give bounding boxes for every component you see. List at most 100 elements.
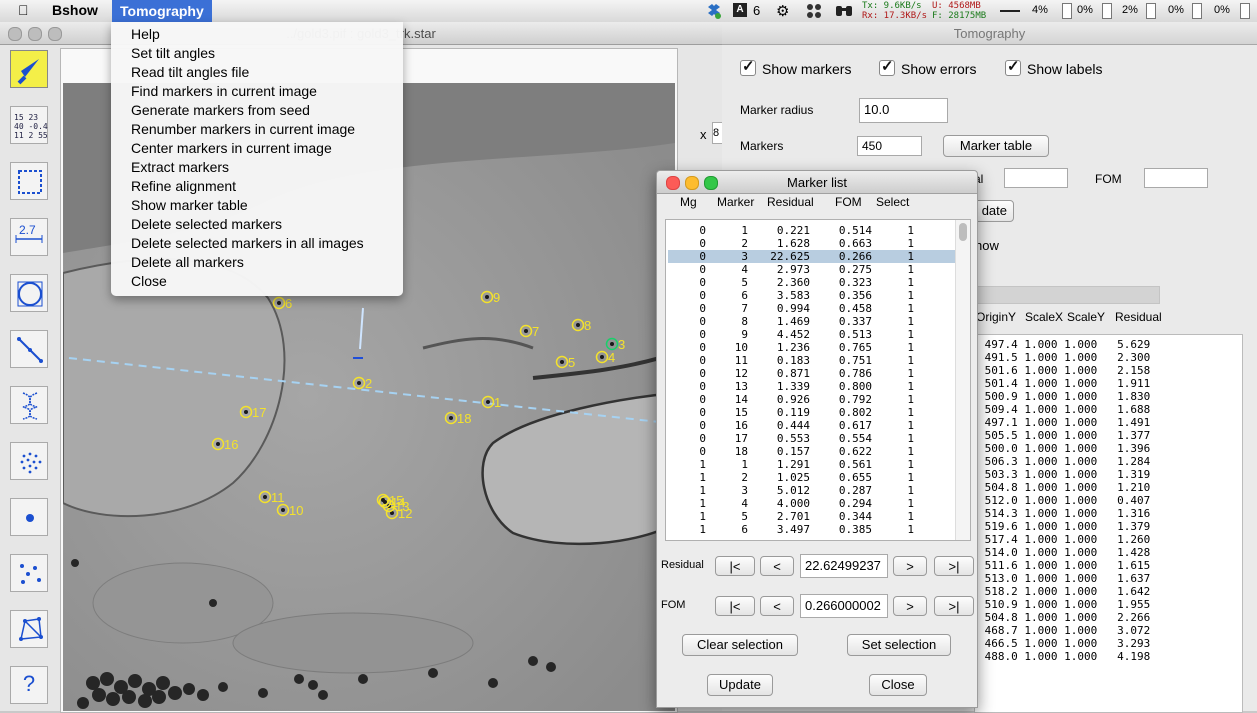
marker-list-table[interactable]: 0 1 0.221 0.514 1 0 2 1.628 0.663 1 0 3 22.625 0.266 1… — [665, 219, 971, 541]
marker-list-row[interactable]: 1 3 5.012 0.287 1 — [668, 484, 958, 497]
marker-list-row[interactable]: 0 3 22.625 0.266 1 — [668, 250, 958, 263]
marker-list-row[interactable]: 1 2 1.025 0.655 1 — [668, 471, 958, 484]
marker-radius-field[interactable]: 10.0 — [859, 98, 948, 123]
marker-list-row[interactable]: 1 6 3.497 0.385 1 — [668, 523, 958, 536]
fom-prev-button[interactable]: < — [760, 596, 794, 616]
number-display-tool[interactable]: 15 23 40 -0.4 11 2 55 — [10, 106, 48, 144]
menu-extract-markers[interactable]: Extract markers — [131, 159, 230, 175]
menu-read-tilt-angles-file[interactable]: Read tilt angles file — [131, 64, 250, 80]
marker-list-cell: 1 — [907, 458, 914, 471]
marker-list-row[interactable]: 0 14 0.926 0.792 1 — [668, 393, 958, 406]
marker-list-row[interactable]: 0 15 0.119 0.802 1 — [668, 406, 958, 419]
lattice-tool[interactable] — [10, 442, 48, 480]
menu-delete-all-markers[interactable]: Delete all markers — [131, 254, 244, 270]
help-tool[interactable]: ? — [10, 666, 48, 704]
tomography-window-titlebar[interactable]: Tomography — [722, 22, 1257, 45]
fom-threshold-field[interactable] — [1144, 168, 1208, 188]
fom-last-button[interactable]: >| — [934, 596, 974, 616]
minimize-button-icon[interactable] — [685, 176, 699, 190]
show-markers-checkbox[interactable]: Show markers — [740, 57, 851, 77]
marker-list-row[interactable]: 0 16 0.444 0.617 1 — [668, 419, 958, 432]
marker-list-row[interactable]: 0 9 4.452 0.513 1 — [668, 328, 958, 341]
marker-list-row[interactable]: 0 17 0.553 0.554 1 — [668, 432, 958, 445]
menu-delete-selected-markers[interactable]: Delete selected markers — [131, 216, 282, 232]
table-row: 511.6 1.000 1.000 1.615 — [978, 559, 1151, 572]
markers-count-field[interactable]: 450 — [857, 136, 922, 156]
app-menu[interactable]: Bshow — [52, 2, 98, 18]
table-row: 501.4 1.000 1.000 1.911 — [978, 377, 1151, 390]
marker-list-row[interactable]: 0 11 0.183 0.751 1 — [668, 354, 958, 367]
menu-refine-alignment[interactable]: Refine alignment — [131, 178, 237, 194]
gear-status-icon[interactable]: ⚙ — [776, 3, 790, 20]
set-selection-button[interactable]: Set selection — [847, 634, 951, 656]
residual-first-button[interactable]: |< — [715, 556, 755, 576]
zoom-button-icon[interactable] — [704, 176, 718, 190]
marker-list-cell: 0.622 — [838, 445, 872, 458]
residual-value-field[interactable]: 22.62499237 — [800, 554, 888, 578]
adobe-icon[interactable]: A — [733, 3, 747, 17]
polygon-tool[interactable] — [10, 610, 48, 648]
marker-list-row[interactable]: 0 12 0.871 0.786 1 — [668, 367, 958, 380]
filament-tool[interactable] — [10, 386, 48, 424]
close-button-icon[interactable] — [666, 176, 680, 190]
minimize-traffic-light[interactable] — [28, 27, 42, 41]
marker-list-row[interactable]: 1 5 2.701 0.344 1 — [668, 510, 958, 523]
marker-list-row[interactable]: 0 7 0.994 0.458 1 — [668, 302, 958, 315]
marker-list-row[interactable]: 0 18 0.157 0.622 1 — [668, 445, 958, 458]
update-button[interactable]: Update — [707, 674, 773, 696]
marker-list-row[interactable]: 0 4 2.973 0.275 1 — [668, 263, 958, 276]
show-labels-checkbox[interactable]: Show labels — [1005, 57, 1103, 77]
menu-find-markers[interactable]: Find markers in current image — [131, 83, 317, 99]
apple-menu-icon[interactable]:  — [18, 2, 29, 18]
marker-list-row[interactable]: 0 1 0.221 0.514 1 — [668, 224, 958, 237]
fom-value-field[interactable]: 0.266000002 — [800, 594, 888, 618]
residual-prev-button[interactable]: < — [760, 556, 794, 576]
menu-close[interactable]: Close — [131, 273, 167, 289]
marker-list-row[interactable]: 1 1 1.291 0.561 1 — [668, 458, 958, 471]
residual-threshold-field[interactable] — [1004, 168, 1068, 188]
menu-generate-markers[interactable]: Generate markers from seed — [131, 102, 310, 118]
marker-list-titlebar[interactable]: Marker list — [657, 171, 977, 194]
fom-next-button[interactable]: > — [893, 596, 927, 616]
col-mg: Mg — [680, 195, 697, 209]
residual-next-button[interactable]: > — [893, 556, 927, 576]
menu-center-markers[interactable]: Center markers in current image — [131, 140, 332, 156]
marker-list-scrollbar[interactable] — [955, 220, 970, 540]
grid-status-icon[interactable] — [806, 3, 822, 19]
marker-list-row[interactable]: 0 10 1.236 0.765 1 — [668, 341, 958, 354]
menu-show-marker-table[interactable]: Show marker table — [131, 197, 248, 213]
marker-table-button[interactable]: Marker table — [943, 135, 1049, 157]
menu-delete-selected-all-images[interactable]: Delete selected markers in all images — [131, 235, 364, 251]
close-button[interactable]: Close — [869, 674, 927, 696]
marker-list-row[interactable]: 0 5 2.360 0.323 1 — [668, 276, 958, 289]
show-errors-checkbox[interactable]: Show errors — [879, 57, 976, 77]
menu-renumber-markers[interactable]: Renumber markers in current image — [131, 121, 356, 137]
menu-help[interactable]: Help — [131, 26, 160, 42]
marker-list-cell: 1 — [907, 497, 914, 510]
menu-set-tilt-angles[interactable]: Set tilt angles — [131, 45, 216, 61]
circle-tool[interactable] — [10, 274, 48, 312]
alignment-results-table[interactable]: 497.4 1.000 1.000 5.629 491.5 1.000 1.00… — [974, 334, 1243, 713]
marker-list-row[interactable]: 0 13 1.339 0.800 1 — [668, 380, 958, 393]
clear-selection-button[interactable]: Clear selection — [682, 634, 798, 656]
tomography-menu[interactable]: Tomography — [112, 0, 212, 22]
multi-marker-tool[interactable] — [10, 554, 48, 592]
table-row: 491.5 1.000 1.000 2.300 — [978, 351, 1151, 364]
box-select-tool[interactable] — [10, 162, 48, 200]
measure-tool[interactable]: 2.7 — [10, 218, 48, 256]
dropbox-icon[interactable] — [706, 3, 722, 19]
binoculars-icon[interactable] — [835, 3, 853, 17]
marker-list-row[interactable]: 0 2 1.628 0.663 1 — [668, 237, 958, 250]
residual-last-button[interactable]: >| — [934, 556, 974, 576]
marker-list-row[interactable]: 0 8 1.469 0.337 1 — [668, 315, 958, 328]
marker-list-row[interactable]: 1 4 4.000 0.294 1 — [668, 497, 958, 510]
close-traffic-light[interactable] — [8, 27, 22, 41]
horizontal-scrollbar[interactable] — [974, 286, 1160, 304]
scroll-thumb[interactable] — [959, 223, 967, 241]
line-tool[interactable] — [10, 330, 48, 368]
pointer-tool[interactable] — [10, 50, 48, 88]
zoom-traffic-light[interactable] — [48, 27, 62, 41]
fom-first-button[interactable]: |< — [715, 596, 755, 616]
marker-list-row[interactable]: 0 6 3.583 0.356 1 — [668, 289, 958, 302]
single-marker-tool[interactable] — [10, 498, 48, 536]
